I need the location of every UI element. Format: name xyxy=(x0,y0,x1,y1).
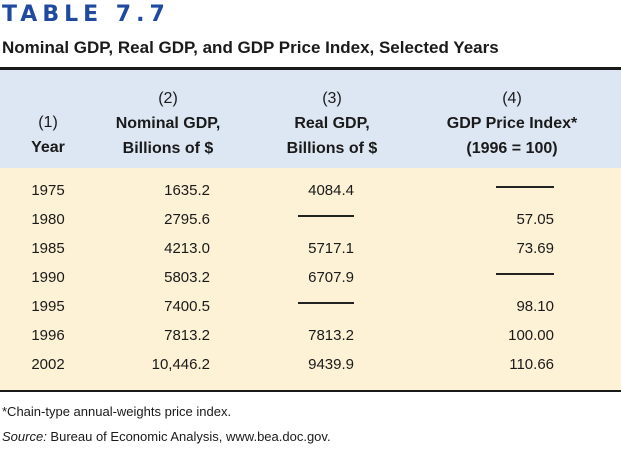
price-index-cell: 98.10 xyxy=(516,298,554,315)
column-header-nominal-gdp: (2) Nominal GDP, Billions of $ xyxy=(88,86,248,161)
table-row: 1995 7400.5 98.10 xyxy=(0,292,621,321)
body-band xyxy=(0,168,621,390)
column-header-gdp-price-index: (4) GDP Price Index* (1996 = 100) xyxy=(412,86,612,161)
real-gdp-blank xyxy=(268,205,354,234)
column-number: (4) xyxy=(502,90,522,107)
nominal-gdp-cell: 1635.2 xyxy=(164,182,210,199)
price-index-cell: 73.69 xyxy=(516,240,554,257)
price-index-cell: 110.66 xyxy=(509,356,554,373)
year-cell: 2002 xyxy=(31,356,65,373)
column-subtitle: (1996 = 100) xyxy=(466,140,558,157)
table-row: 1975 1635.2 4084.4 xyxy=(0,176,621,205)
year-cell: 1996 xyxy=(31,327,65,344)
column-number: (1) xyxy=(38,114,58,131)
year-cell: 1980 xyxy=(31,211,65,228)
nominal-gdp-cell: 7400.5 xyxy=(164,298,210,315)
column-title: GDP Price Index* xyxy=(446,115,578,132)
blank-line xyxy=(298,215,354,217)
column-number: (3) xyxy=(322,90,342,107)
real-gdp-cell: 9439.9 xyxy=(308,356,354,373)
real-gdp-blank xyxy=(268,292,354,321)
table-label: TABLE 7.7 xyxy=(2,2,170,27)
column-title: Year xyxy=(31,139,65,156)
nominal-gdp-cell: 5803.2 xyxy=(164,269,210,286)
table-row: 1996 7813.2 7813.2 100.00 xyxy=(0,321,621,350)
table-row: 1980 2795.6 57.05 xyxy=(0,205,621,234)
column-subtitle: Billions of $ xyxy=(122,140,214,157)
table-source: Source: Bureau of Economic Analysis, www… xyxy=(2,429,331,444)
column-number: (2) xyxy=(158,90,178,107)
blank-line xyxy=(496,186,554,188)
nominal-gdp-cell: 4213.0 xyxy=(164,240,210,257)
price-index-cell: 57.05 xyxy=(516,211,554,228)
real-gdp-cell: 7813.2 xyxy=(308,327,354,344)
column-title: Real GDP, xyxy=(294,115,370,132)
table-row: 2002 10,446.2 9439.9 110.66 xyxy=(0,350,621,379)
table-row: 1990 5803.2 6707.9 xyxy=(0,263,621,292)
table-row: 1985 4213.0 5717.1 73.69 xyxy=(0,234,621,263)
bottom-rule xyxy=(0,390,621,392)
price-index-cell: 100.00 xyxy=(508,327,554,344)
column-header-year: (1) Year xyxy=(0,110,96,160)
real-gdp-cell: 5717.1 xyxy=(308,240,354,257)
real-gdp-cell: 4084.4 xyxy=(308,182,354,199)
source-label: Source: xyxy=(2,429,47,444)
year-cell: 1990 xyxy=(31,269,65,286)
table-footnote: *Chain-type annual-weights price index. xyxy=(2,404,232,419)
nominal-gdp-cell: 10,446.2 xyxy=(151,356,210,373)
year-cell: 1975 xyxy=(31,182,65,199)
year-cell: 1995 xyxy=(31,298,65,315)
top-rule xyxy=(0,67,621,70)
source-text: Bureau of Economic Analysis, www.bea.doc… xyxy=(46,429,331,444)
column-title: Nominal GDP, xyxy=(115,115,221,132)
nominal-gdp-cell: 2795.6 xyxy=(164,211,210,228)
nominal-gdp-cell: 7813.2 xyxy=(164,327,210,344)
table-caption: Nominal GDP, Real GDP, and GDP Price Ind… xyxy=(2,38,499,57)
year-cell: 1985 xyxy=(31,240,65,257)
column-header-real-gdp: (3) Real GDP, Billions of $ xyxy=(262,86,402,161)
real-gdp-cell: 6707.9 xyxy=(308,269,354,286)
header-band xyxy=(0,70,621,168)
blank-line xyxy=(298,302,354,304)
price-index-blank xyxy=(454,263,554,292)
blank-line xyxy=(496,273,554,275)
price-index-blank xyxy=(454,176,554,205)
column-subtitle: Billions of $ xyxy=(286,140,378,157)
